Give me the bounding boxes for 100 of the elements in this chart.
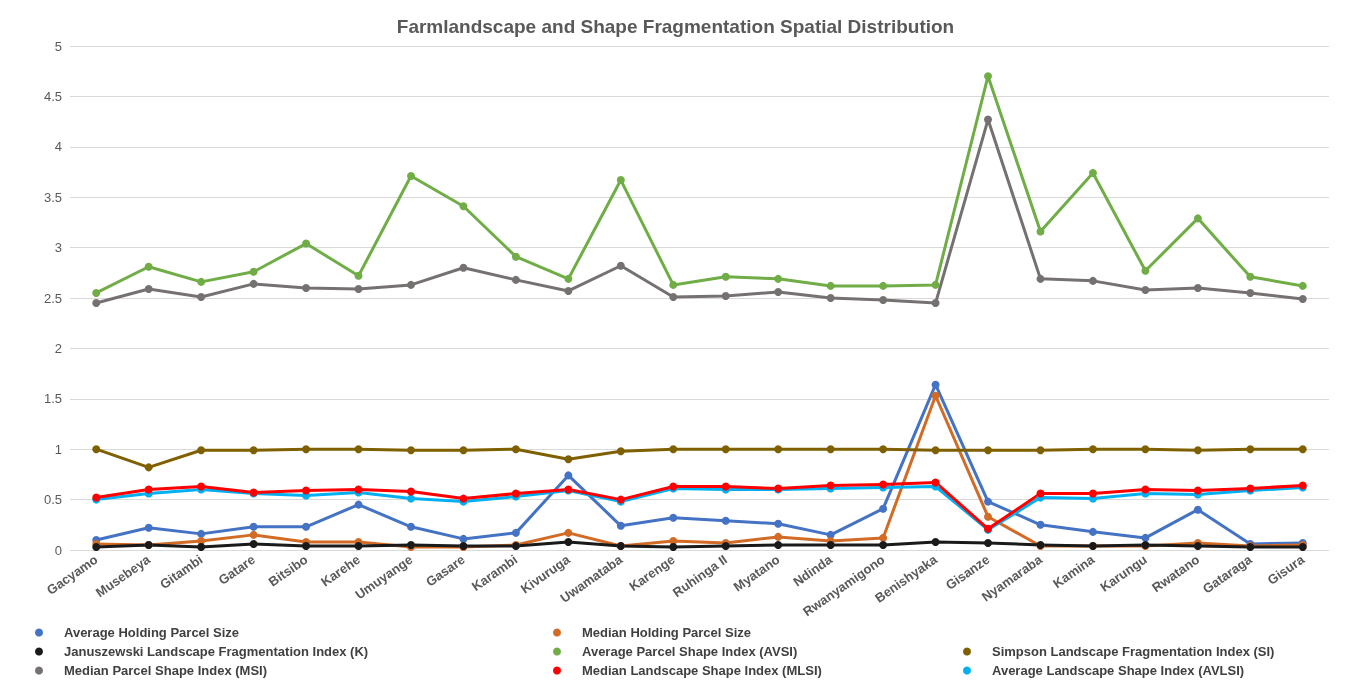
- point: [931, 391, 940, 400]
- point: [879, 533, 888, 542]
- point: [721, 516, 730, 525]
- point: [1141, 445, 1150, 454]
- point: [302, 522, 311, 531]
- point: [669, 542, 678, 551]
- point: [931, 380, 940, 389]
- point: [931, 537, 940, 546]
- point: [459, 263, 468, 272]
- point: [721, 291, 730, 300]
- point: [144, 523, 153, 532]
- point: [669, 292, 678, 301]
- point: [721, 272, 730, 281]
- point: [984, 72, 993, 81]
- point: [1141, 266, 1150, 275]
- y-tick-label: 4.5: [43, 88, 62, 104]
- point: [1193, 214, 1202, 223]
- point: [1088, 489, 1097, 498]
- legend-label: Average Landscape Shape Index (AVLSI): [992, 663, 1245, 678]
- point: [826, 445, 835, 454]
- point: [564, 537, 573, 546]
- legend-label: Simpson Landscape Fragmentation Index (SI): [992, 644, 1275, 659]
- point: [879, 281, 888, 290]
- point: [354, 541, 363, 550]
- point: [931, 446, 940, 455]
- point: [931, 478, 940, 487]
- point: [984, 446, 993, 455]
- point: [1141, 285, 1150, 294]
- point: [1298, 445, 1307, 454]
- point: [511, 252, 520, 261]
- y-tick-label: 5: [54, 38, 62, 54]
- point: [302, 541, 311, 550]
- point: [879, 540, 888, 549]
- point: [144, 463, 153, 472]
- point: [721, 445, 730, 454]
- point: [354, 445, 363, 454]
- point: [354, 271, 363, 280]
- point: [197, 542, 206, 551]
- point: [774, 540, 783, 549]
- point: [249, 267, 258, 276]
- point: [249, 530, 258, 539]
- point: [302, 239, 311, 248]
- point: [1298, 295, 1307, 304]
- point: [931, 299, 940, 308]
- point: [1088, 276, 1097, 285]
- point: [984, 512, 993, 521]
- point: [879, 504, 888, 513]
- legend-label: Median Holding Parcel Size: [582, 625, 752, 640]
- point: [1141, 485, 1150, 494]
- point: [302, 486, 311, 495]
- y-tick-label: 3.5: [43, 189, 62, 205]
- point: [406, 172, 415, 181]
- point: [511, 528, 520, 537]
- point: [669, 280, 678, 289]
- point: [1193, 505, 1202, 514]
- point: [1036, 446, 1045, 455]
- y-tick-label: 1: [54, 441, 62, 457]
- point: [459, 446, 468, 455]
- point: [1036, 227, 1045, 236]
- point: [669, 513, 678, 522]
- point: [774, 287, 783, 296]
- point: [564, 286, 573, 295]
- point: [1088, 445, 1097, 454]
- legend-label: Average Parcel Shape Index (AVSI): [582, 644, 798, 659]
- point: [1193, 486, 1202, 495]
- point: [616, 176, 625, 185]
- y-tick-label: 1.5: [43, 391, 62, 407]
- point: [302, 283, 311, 292]
- point: [1036, 489, 1045, 498]
- point: [774, 445, 783, 454]
- chart-title: Farmlandscape and Shape Fragmentation Spatial Distribution: [396, 16, 955, 37]
- point: [1298, 281, 1307, 290]
- point: [249, 446, 258, 455]
- point: [984, 115, 993, 124]
- point: [511, 445, 520, 454]
- point: [511, 275, 520, 284]
- point: [144, 262, 153, 271]
- point: [249, 539, 258, 548]
- legend-label: Average Holding Parcel Size: [64, 625, 240, 640]
- point: [826, 540, 835, 549]
- point: [826, 281, 835, 290]
- y-tick-label: 3: [54, 240, 62, 256]
- point: [144, 485, 153, 494]
- point: [564, 455, 573, 464]
- point: [774, 274, 783, 283]
- point: [826, 294, 835, 302]
- point: [1088, 527, 1097, 536]
- point: [406, 494, 415, 503]
- point: [616, 261, 625, 270]
- point: [92, 299, 101, 308]
- point: [197, 446, 206, 455]
- point: [1036, 520, 1045, 529]
- point: [354, 284, 363, 293]
- y-tick-label: 0: [54, 542, 62, 558]
- point: [302, 445, 311, 454]
- point: [1246, 288, 1255, 297]
- point: [1246, 272, 1255, 281]
- legend-label: Median Parcel Shape Index (MSI): [64, 663, 267, 678]
- legend-label: Januszewski Landscape Fragmentation Index (K): [64, 644, 369, 659]
- point: [984, 538, 993, 547]
